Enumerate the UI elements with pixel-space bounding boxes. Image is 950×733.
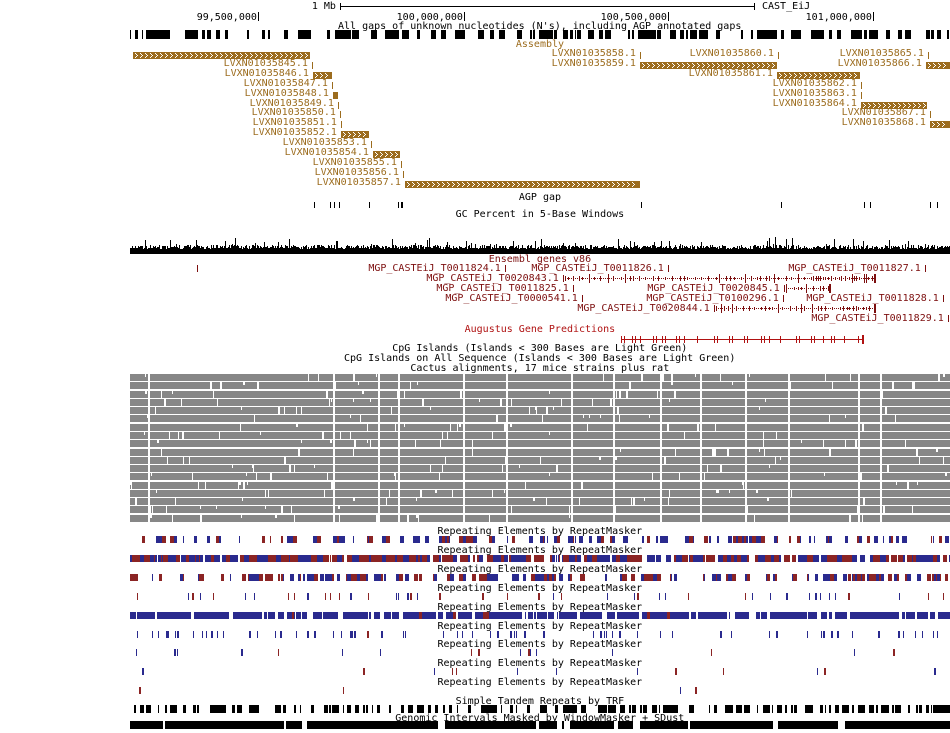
cpg-islands-track-title[interactable]: CpG Islands (Islands < 300 Bases are Lig… <box>392 343 688 354</box>
assembly-contig-label[interactable]: LVXN01035851.1 <box>252 117 337 129</box>
assembly-contig-label[interactable]: LVXN01035866.1 <box>837 57 922 69</box>
assembly-contig-label[interactable]: LVXN01035854.1 <box>284 147 369 158</box>
augustus-track-title[interactable]: Augustus Gene Predictions <box>464 324 616 335</box>
assembly-contig-label[interactable]: LVXN01035845.1 <box>223 57 308 69</box>
scale-bar-left-tick <box>340 3 341 10</box>
repeatmasker-track-title[interactable]: Repeating Elements by RepeatMasker <box>437 583 643 594</box>
ensembl-gene-label[interactable]: MGP_CASTEiJ_T0020845.1 <box>647 283 780 294</box>
windowmasker-track-graphic[interactable] <box>130 721 950 729</box>
assembly-contig-label[interactable]: LVXN01035848.1 <box>244 87 329 99</box>
ensembl-gene-label[interactable]: MGP_CASTEiJ_T0011827.1 <box>788 263 921 274</box>
coordinate-label: 99,500,000 <box>196 12 257 23</box>
assembly-contig-label[interactable]: LVXN01035862.1 <box>772 77 857 89</box>
repeatmasker-track-graphic-3[interactable] <box>130 574 950 581</box>
assembly-contig-label[interactable]: LVXN01035855.1 <box>312 156 397 168</box>
assembly-contig-label[interactable]: LVXN01035865.1 <box>839 48 924 59</box>
repeatmasker-track-title[interactable]: Repeating Elements by RepeatMasker <box>437 621 643 632</box>
assembly-contig-label[interactable]: LVXN01035850.1 <box>251 107 336 119</box>
assembly-contig-label[interactable]: LVXN01035852.1 <box>252 127 337 139</box>
gc-percent-track-title[interactable]: GC Percent in 5-Base Windows <box>455 209 625 220</box>
assembly-contig-label[interactable]: LVXN01035864.1 <box>772 97 857 109</box>
repeatmasker-track-title[interactable]: Repeating Elements by RepeatMasker <box>437 677 643 688</box>
ensembl-gene-label[interactable]: MGP_CASTEiJ_T0011826.1 <box>531 263 664 274</box>
repeatmasker-track-title[interactable]: Repeating Elements by RepeatMasker <box>437 545 643 556</box>
assembly-contig-label[interactable]: LVXN01035863.1 <box>772 87 857 99</box>
coordinate-tick <box>873 12 874 21</box>
ensembl-gene-label[interactable]: MGP_CASTEiJ_T0011825.1 <box>436 283 569 294</box>
ensembl-gene-label[interactable]: MGP_CASTEiJ_T0100296.1 <box>646 293 779 304</box>
scale-bar-right-tick <box>754 3 755 10</box>
assembly-contig-label[interactable]: LVXN01035856.1 <box>314 166 399 178</box>
ensembl-gene-label[interactable]: MGP_CASTEiJ_T0020844.1 <box>577 303 710 314</box>
assembly-name-label: CAST_EiJ <box>762 1 811 12</box>
coordinate-label: 100,500,000 <box>600 12 667 23</box>
gc-percent-track-graphic[interactable] <box>130 235 950 254</box>
assembly-contig-label[interactable]: LVXN01035846.1 <box>224 67 309 79</box>
scale-bar-label: 1 Mb <box>311 1 336 12</box>
repeatmasker-track-title[interactable]: Repeating Elements by RepeatMasker <box>437 639 643 650</box>
ensembl-gene-label[interactable]: MGP_CASTEiJ_T0011828.1 <box>806 293 939 304</box>
coordinate-label: 101,000,000 <box>805 12 872 23</box>
gaps-track-graphic[interactable] <box>130 30 950 39</box>
assembly-track-graphic[interactable] <box>130 50 950 192</box>
assembly-contig-label[interactable]: LVXN01035847.1 <box>243 77 328 89</box>
assembly-contig-label[interactable]: LVXN01035853.1 <box>282 137 367 149</box>
repeatmasker-track-title[interactable]: Repeating Elements by RepeatMasker <box>437 658 643 669</box>
repeatmasker-track-title[interactable]: Repeating Elements by RepeatMasker <box>437 526 643 537</box>
assembly-contig-label[interactable]: LVXN01035868.1 <box>841 117 926 129</box>
assembly-contig-label[interactable]: LVXN01035861.1 <box>688 67 773 79</box>
assembly-contig-label[interactable]: LVXN01035860.1 <box>689 48 774 59</box>
cpg-islands-all-track-title[interactable]: CpG Islands on All Sequence (Islands < 3… <box>344 353 736 364</box>
agp-gap-track-graphic[interactable] <box>130 201 950 209</box>
repeatmasker-track-graphic-8[interactable] <box>130 668 950 675</box>
coordinate-label: 100,000,000 <box>396 12 463 23</box>
augustus-track-graphic[interactable] <box>130 334 950 345</box>
coordinate-tick <box>464 12 465 21</box>
coordinate-tick <box>258 12 259 21</box>
coordinate-tick <box>668 12 669 21</box>
trf-track-title[interactable]: Simple Tandem Repeats by TRF <box>455 696 625 707</box>
cactus-track-title[interactable]: Cactus alignments, 17 mice strains plus … <box>410 363 670 374</box>
assembly-contig-label[interactable]: LVXN01035849.1 <box>249 97 334 109</box>
repeatmasker-track-graphic-6[interactable] <box>130 631 950 638</box>
gaps-track-title[interactable]: All gaps of unknown nucleotides (N's), i… <box>337 21 742 32</box>
ensembl-gene-label[interactable]: MGP_CASTEiJ_T0011829.1 <box>811 313 944 324</box>
repeatmasker-track-graphic-1[interactable] <box>130 536 950 543</box>
trf-track-graphic[interactable] <box>130 705 950 713</box>
repeatmasker-track-title[interactable]: Repeating Elements by RepeatMasker <box>437 602 643 613</box>
repeatmasker-track-graphic-4[interactable] <box>130 593 950 600</box>
scale-bar-line <box>340 6 754 7</box>
assembly-contig-label[interactable]: LVXN01035867.1 <box>841 107 926 119</box>
repeatmasker-track-graphic-5[interactable] <box>130 612 950 619</box>
repeatmasker-track-graphic-7[interactable] <box>130 649 950 656</box>
ensembl-track-title[interactable]: Ensembl genes v86 <box>488 254 592 265</box>
agp-gap-track-title[interactable]: AGP gap <box>518 192 562 203</box>
assembly-track-title[interactable]: Assembly <box>515 39 565 50</box>
repeatmasker-track-graphic-2[interactable] <box>130 555 950 562</box>
cactus-track-graphic[interactable] <box>130 373 950 524</box>
ensembl-track-graphic[interactable] <box>130 263 950 323</box>
assembly-contig-label[interactable]: LVXN01035859.1 <box>551 57 636 69</box>
windowmasker-track-title[interactable]: Genomic Intervals Masked by WindowMasker… <box>395 713 685 724</box>
repeatmasker-track-graphic-9[interactable] <box>130 687 950 694</box>
ensembl-gene-label[interactable]: MGP_CASTEiJ_T0000541.1 <box>445 293 578 304</box>
assembly-contig-label[interactable]: LVXN01035858.1 <box>551 48 636 59</box>
ensembl-gene-label[interactable]: MGP_CASTEiJ_T0020843.1 <box>426 273 559 284</box>
assembly-contig-label[interactable]: LVXN01035857.1 <box>316 176 401 188</box>
repeatmasker-track-title[interactable]: Repeating Elements by RepeatMasker <box>437 564 643 575</box>
ensembl-gene-label[interactable]: MGP_CASTEiJ_T0011824.1 <box>368 263 501 274</box>
